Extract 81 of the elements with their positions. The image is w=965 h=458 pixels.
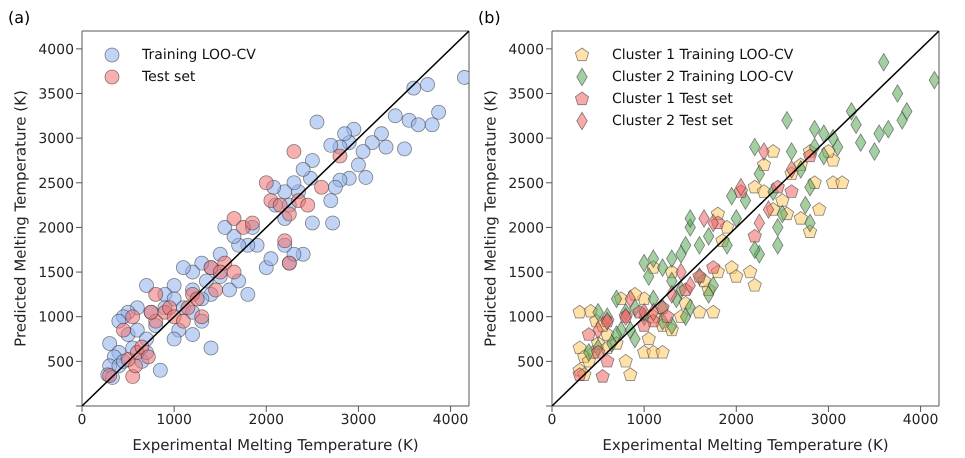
x-tick-label: 0 bbox=[548, 412, 556, 428]
point bbox=[784, 184, 799, 198]
y-tick-label: 2500 bbox=[38, 176, 74, 192]
y-tick-label: 1500 bbox=[508, 265, 544, 282]
point bbox=[692, 304, 706, 318]
x-tick-label: 2000 bbox=[718, 412, 754, 428]
point bbox=[812, 202, 826, 216]
point bbox=[208, 282, 224, 298]
x-axis-title: Experimental Melting Temperature (K) bbox=[602, 436, 889, 454]
point bbox=[286, 144, 302, 159]
point bbox=[596, 369, 610, 383]
x-axis-title: Experimental Melting Temperature (K) bbox=[132, 436, 419, 454]
point bbox=[258, 175, 274, 190]
point bbox=[245, 216, 260, 230]
legend-label: Cluster 1 Test set bbox=[612, 91, 733, 107]
chart-title: (a) bbox=[8, 8, 30, 27]
point bbox=[729, 269, 744, 283]
y-tick-label: 500 bbox=[47, 354, 74, 370]
point bbox=[794, 211, 808, 225]
point bbox=[148, 286, 164, 302]
point bbox=[600, 354, 614, 368]
point bbox=[656, 345, 670, 358]
point bbox=[623, 367, 638, 381]
y-tick-label: 2000 bbox=[508, 220, 544, 236]
x-tick-label: 2000 bbox=[248, 412, 284, 428]
point bbox=[282, 206, 297, 222]
point bbox=[591, 345, 606, 358]
point bbox=[748, 278, 762, 292]
point bbox=[300, 198, 316, 213]
y-tick-label: 3500 bbox=[508, 86, 544, 102]
point bbox=[692, 269, 706, 283]
point bbox=[756, 184, 771, 198]
point bbox=[642, 332, 656, 346]
point bbox=[766, 144, 780, 158]
point bbox=[637, 318, 652, 332]
y-axis-title: Predicted Melting Temperature (K) bbox=[11, 90, 30, 347]
y-tick-label: 4000 bbox=[508, 42, 544, 58]
y-tick-label: 3000 bbox=[508, 131, 544, 148]
legend-label: Cluster 2 Test set bbox=[612, 113, 733, 129]
point bbox=[116, 322, 131, 338]
y-tick-label: 4000 bbox=[38, 42, 74, 58]
x-tick-label: 3000 bbox=[340, 412, 376, 428]
point bbox=[125, 309, 140, 324]
point bbox=[618, 354, 633, 368]
point bbox=[572, 304, 587, 318]
y-tick-label: 500 bbox=[517, 354, 544, 370]
point bbox=[176, 314, 191, 329]
legend-label: Test set bbox=[142, 69, 196, 85]
legend-label: Cluster 1 Training LOO-CV bbox=[612, 47, 794, 63]
y-tick-label: 1000 bbox=[38, 310, 74, 326]
point bbox=[140, 349, 156, 364]
point bbox=[775, 193, 790, 207]
y-tick-label: 2500 bbox=[508, 176, 544, 192]
point bbox=[582, 327, 596, 341]
legend-label: Training LOO-CV bbox=[142, 47, 256, 63]
y-tick-label: 1000 bbox=[508, 310, 544, 326]
point bbox=[706, 304, 720, 318]
point bbox=[277, 233, 292, 248]
point bbox=[194, 309, 210, 324]
point bbox=[226, 211, 242, 226]
x-tick-label: 3000 bbox=[810, 412, 846, 428]
point bbox=[660, 309, 674, 323]
point bbox=[272, 198, 288, 213]
point bbox=[748, 228, 762, 242]
x-tick-label: 4000 bbox=[902, 412, 938, 428]
point bbox=[314, 180, 329, 195]
point bbox=[835, 175, 850, 189]
point bbox=[706, 260, 720, 274]
chart-title: (b) bbox=[478, 8, 501, 27]
y-axis-title: Predicted Melting Temperature (K) bbox=[481, 90, 500, 347]
x-tick-label: 0 bbox=[78, 412, 86, 428]
point bbox=[743, 264, 758, 278]
x-tick-label: 1000 bbox=[626, 412, 662, 428]
y-tick-label: 2000 bbox=[38, 220, 74, 236]
legend-label: Cluster 2 Training LOO-CV bbox=[612, 69, 794, 85]
x-tick-label: 1000 bbox=[156, 412, 192, 428]
point bbox=[226, 264, 242, 280]
x-tick-label: 4000 bbox=[432, 412, 468, 428]
y-tick-label: 3000 bbox=[38, 131, 74, 148]
y-tick-label: 1500 bbox=[38, 265, 74, 282]
y-tick-label: 3500 bbox=[38, 86, 74, 102]
